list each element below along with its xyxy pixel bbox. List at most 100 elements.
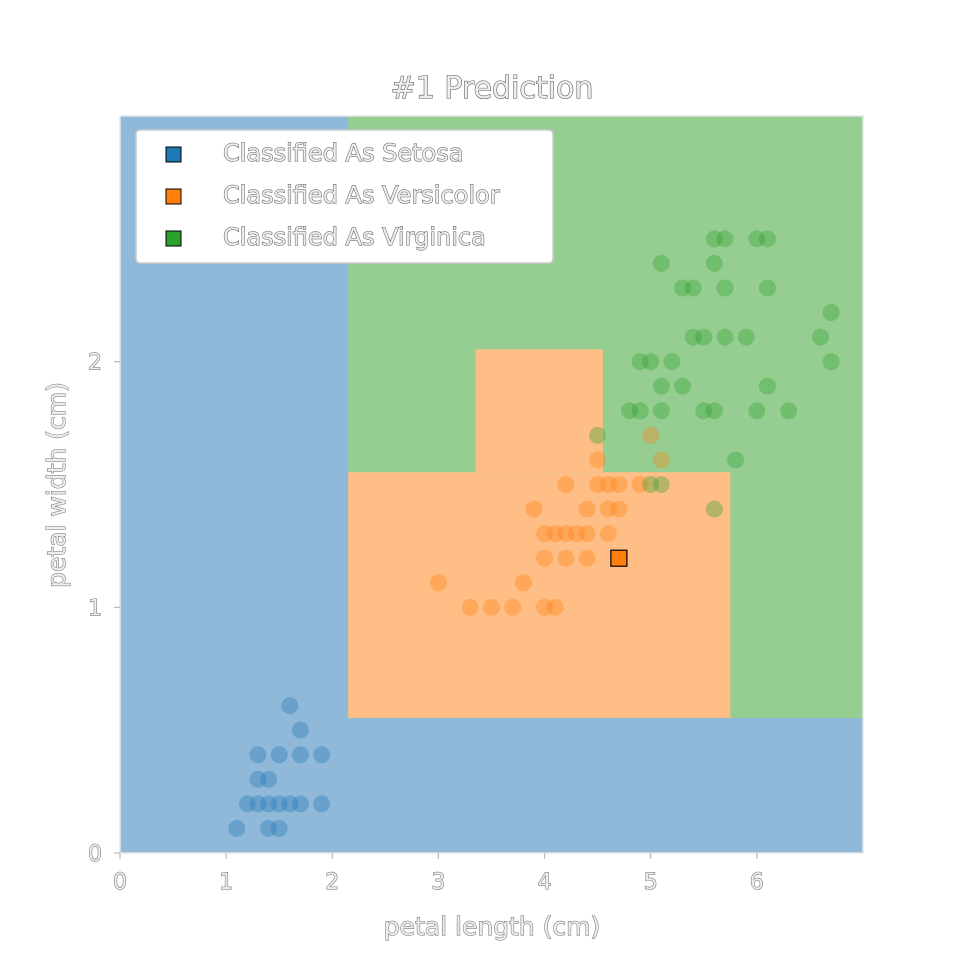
point-virginica-10 <box>652 476 670 493</box>
point-versicolor-3 <box>536 598 554 616</box>
point-setosa-8 <box>291 795 309 813</box>
point-versicolor-8 <box>557 549 575 567</box>
point-setosa-14 <box>291 746 309 764</box>
point-virginica-17 <box>663 353 681 371</box>
x-tick-label-3: 3 <box>431 870 445 895</box>
point-setosa-9 <box>313 795 331 813</box>
data-points <box>228 230 840 837</box>
point-virginica-1 <box>620 402 638 420</box>
legend-marker-virginica <box>165 230 182 247</box>
point-virginica-25 <box>674 279 692 297</box>
point-virginica-13 <box>674 377 692 395</box>
legend-item-versicolor: Classified As Versicolor <box>165 181 500 210</box>
legend-marker-setosa <box>165 146 182 163</box>
point-versicolor-26 <box>642 426 660 444</box>
legend-item-setosa: Classified As Setosa <box>165 139 464 168</box>
region-versicolor-3 <box>475 349 603 473</box>
region-versicolor-2 <box>348 472 731 718</box>
point-virginica-26 <box>684 279 702 297</box>
point-versicolor-2 <box>504 598 522 616</box>
x-axis-label: petal length (cm) <box>384 912 601 941</box>
legend-marker-versicolor <box>165 188 182 205</box>
x-axis: 0 1 2 3 4 5 6 <box>113 853 764 896</box>
point-virginica-4 <box>695 402 713 420</box>
point-virginica-0 <box>589 426 607 444</box>
chart-title: #1 Prediction <box>391 71 594 106</box>
point-versicolor-21 <box>589 476 607 493</box>
point-virginica-19 <box>684 328 702 346</box>
x-tick-label-4: 4 <box>538 870 552 895</box>
point-setosa-15 <box>313 746 331 764</box>
point-versicolor-6 <box>514 574 532 592</box>
point-setosa-5 <box>260 795 278 813</box>
point-setosa-2 <box>270 819 288 837</box>
legend-item-virginica: Classified As Virginica <box>165 223 486 252</box>
point-versicolor-23 <box>610 476 628 493</box>
point-setosa-16 <box>291 721 309 739</box>
point-versicolor-20 <box>557 476 575 493</box>
point-setosa-0 <box>228 819 246 837</box>
point-versicolor-7 <box>536 549 554 567</box>
legend-box <box>135 129 554 264</box>
point-virginica-7 <box>780 402 798 420</box>
legend-label-setosa: Classified As Setosa <box>223 139 463 167</box>
point-virginica-11 <box>705 500 723 518</box>
point-virginica-28 <box>758 279 776 297</box>
point-versicolor-18 <box>599 500 617 518</box>
point-virginica-22 <box>737 328 755 346</box>
point-virginica-23 <box>812 328 830 346</box>
y-axis: 0 1 2 <box>88 350 120 868</box>
point-virginica-5 <box>705 402 723 420</box>
point-virginica-14 <box>758 377 776 395</box>
point-setosa-6 <box>270 795 288 813</box>
point-virginica-9 <box>642 476 660 493</box>
point-virginica-32 <box>748 230 766 248</box>
point-virginica-20 <box>695 328 713 346</box>
point-virginica-8 <box>727 451 745 469</box>
x-tick-label-1: 1 <box>219 870 233 895</box>
x-tick-label-0: 0 <box>113 870 127 895</box>
point-versicolor-17 <box>578 500 596 518</box>
point-virginica-18 <box>822 353 840 371</box>
point-setosa-12 <box>249 746 267 764</box>
point-versicolor-14 <box>578 525 596 543</box>
point-setosa-13 <box>270 746 288 764</box>
point-virginica-30 <box>705 254 723 272</box>
point-versicolor-0 <box>461 598 479 616</box>
x-tick-label-6: 6 <box>750 870 764 895</box>
point-setosa-4 <box>249 795 267 813</box>
point-setosa-7 <box>281 795 299 813</box>
point-versicolor-24 <box>631 476 649 493</box>
y-tick-label-0: 0 <box>88 842 102 867</box>
point-virginica-31 <box>705 230 723 248</box>
y-tick-label-1: 1 <box>88 596 102 621</box>
point-virginica-6 <box>748 402 766 420</box>
legend: Classified As Setosa Classified As Versi… <box>135 129 554 264</box>
legend-label-versicolor: Classified As Versicolor <box>223 181 500 209</box>
point-setosa-11 <box>260 770 278 788</box>
point-versicolor-19 <box>610 500 628 518</box>
plot-frame <box>119 115 864 854</box>
point-virginica-3 <box>652 402 670 420</box>
highlighted-sample <box>610 549 628 567</box>
point-versicolor-9 <box>578 549 596 567</box>
x-tick-label-2: 2 <box>325 870 339 895</box>
point-versicolor-15 <box>599 525 617 543</box>
point-virginica-15 <box>631 353 649 371</box>
point-virginica-12 <box>652 377 670 395</box>
highlighted-point-marker <box>610 549 628 567</box>
point-virginica-34 <box>716 230 734 248</box>
point-versicolor-16 <box>525 500 543 518</box>
legend-label-virginica: Classified As Virginica <box>223 223 486 251</box>
point-versicolor-5 <box>429 574 447 592</box>
point-virginica-21 <box>716 328 734 346</box>
point-setosa-17 <box>281 697 299 715</box>
point-setosa-3 <box>238 795 256 813</box>
point-virginica-2 <box>631 402 649 420</box>
point-versicolor-25 <box>589 451 607 469</box>
point-versicolor-12 <box>557 525 575 543</box>
point-virginica-29 <box>652 254 670 272</box>
point-versicolor-4 <box>546 598 564 616</box>
point-versicolor-13 <box>567 525 585 543</box>
